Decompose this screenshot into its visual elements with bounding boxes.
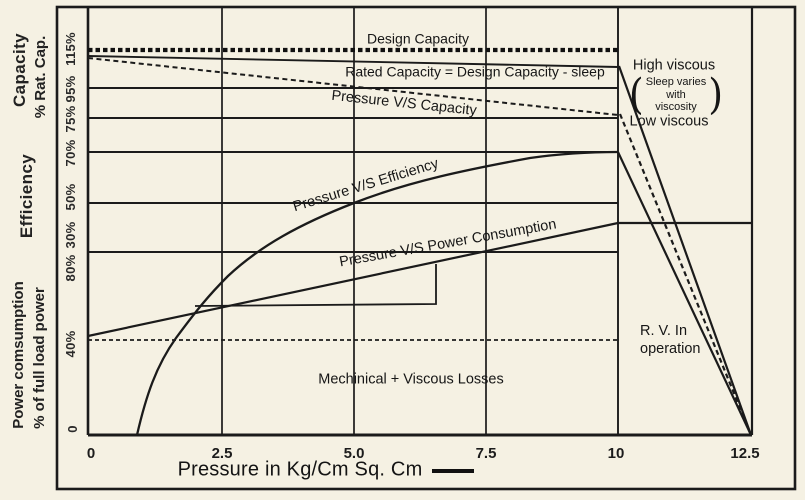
xtick-12_5: 12.5: [730, 445, 760, 463]
ytick-40: 40%: [63, 330, 79, 358]
efficiency-axis-label: Efficiency: [17, 153, 37, 239]
efficiency-curve: [135, 150, 619, 436]
capacity-low-viscous-line: [87, 57, 619, 116]
outer-frame: [55, 5, 797, 491]
capacity-low-drop-line: [618, 113, 753, 436]
ytick-70: 70%: [63, 139, 79, 167]
xtick-7_5: 7.5: [475, 445, 497, 463]
sleep-note: ( Sleep varies with viscosity ): [628, 69, 724, 119]
ytick-115: 115%: [63, 32, 79, 66]
ytick-30: 30%: [63, 221, 79, 249]
capacity-high-drop-line: [617, 65, 753, 436]
xtick-5: 5.0: [343, 445, 365, 463]
xtick-10: 10: [607, 445, 625, 463]
rv-operation-label: R. V. In operation: [640, 323, 701, 358]
sleep-note-text: Sleep varies with viscosity: [645, 76, 707, 114]
low-viscous-label: Low viscous: [629, 113, 709, 130]
x-axis-title: Pressure in Kg/Cm Sq. Cm: [177, 458, 423, 481]
open-paren: (: [628, 69, 644, 119]
high-viscous-label: High viscous: [632, 57, 716, 74]
rated-capacity-label: Rated Capacity = Design Capacity - sleep: [345, 63, 605, 80]
step-bracket: [194, 264, 437, 307]
ytick-95: 95%: [63, 75, 79, 103]
power-axis-label: Power comsumption: [10, 281, 28, 429]
xtick-0: 0: [86, 445, 96, 463]
ytick-75: 75%: [63, 105, 79, 133]
close-paren: ): [708, 69, 724, 119]
ytick-50: 50%: [63, 183, 79, 211]
xtick-2_5: 2.5: [211, 445, 233, 463]
capacity-axis-label: Capacity: [10, 32, 30, 108]
mech-losses-label: Mechinical + Viscous Losses: [318, 371, 504, 388]
rated-capacity-line: [87, 55, 619, 68]
ytick-0: 0: [65, 425, 81, 433]
efficiency-drop-line: [617, 151, 752, 436]
power-axis-sublabel: % of full load power: [31, 287, 49, 429]
power-consumption-line: [87, 221, 619, 338]
capacity-axis-sublabel: % Rat. Cap.: [32, 35, 50, 119]
design-capacity-label: Design Capacity: [367, 30, 469, 47]
ytick-80: 80%: [63, 254, 79, 282]
